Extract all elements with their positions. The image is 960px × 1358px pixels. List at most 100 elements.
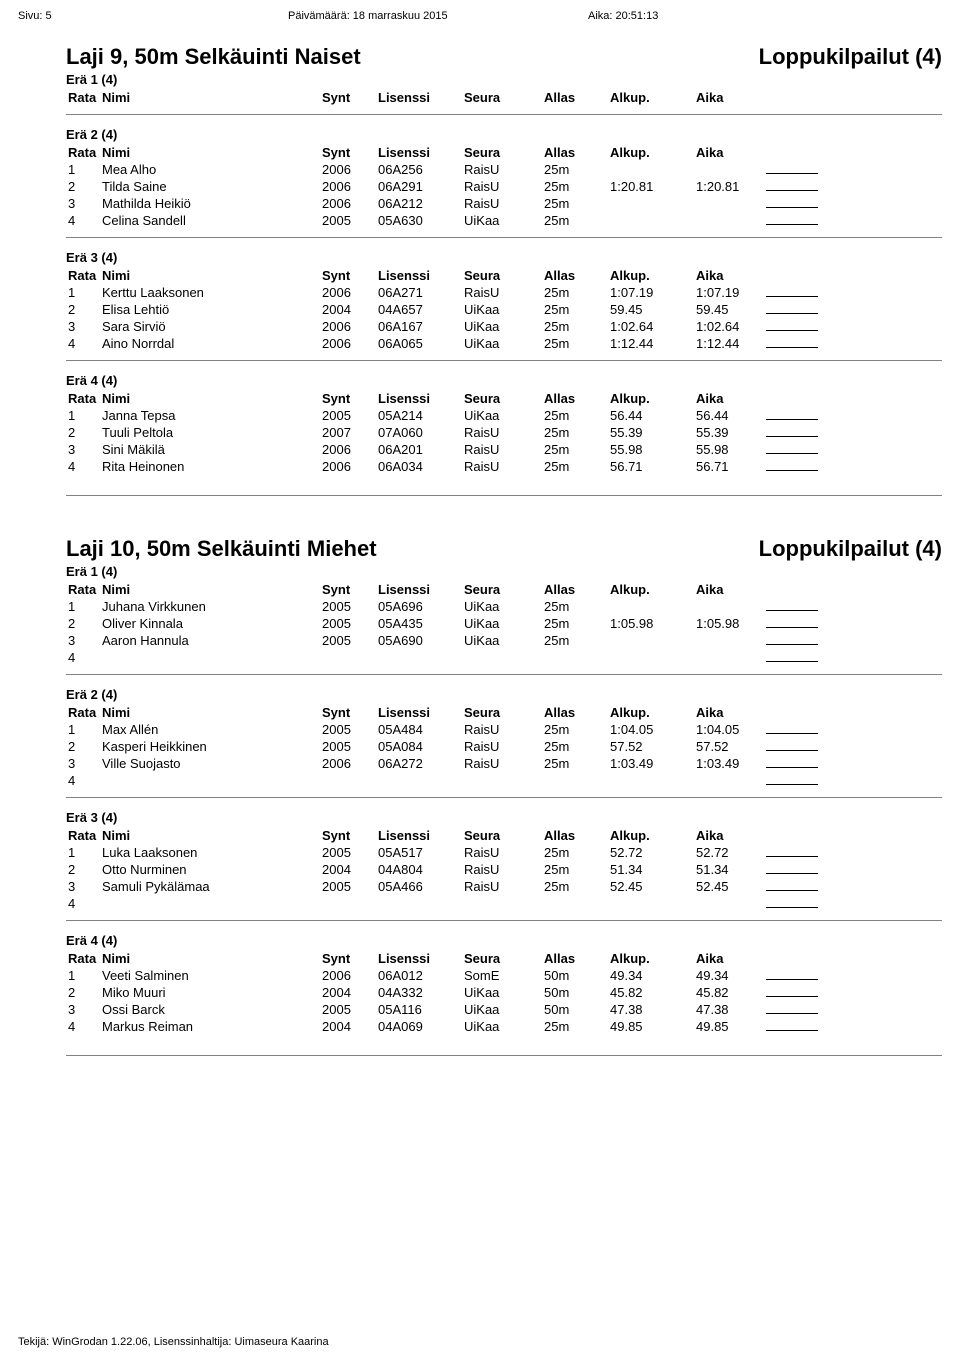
- col-year-hdr: Synt: [320, 390, 376, 407]
- cell-result-line: [764, 738, 942, 755]
- col-name-hdr: Nimi: [100, 390, 320, 407]
- table-row: 1Janna Tepsa200505A214UiKaa25m56.4456.44: [66, 407, 942, 424]
- cell-club: RaisU: [462, 195, 542, 212]
- cell-year: 2004: [320, 984, 376, 1001]
- cell-club: UiKaa: [462, 632, 542, 649]
- result-line: [766, 425, 818, 437]
- cell-pool: 25m: [542, 755, 608, 772]
- cell-result-line: [764, 178, 942, 195]
- cell-year: 2005: [320, 212, 376, 229]
- page-number: Sivu: 5: [18, 10, 288, 22]
- event-title: Laji 9, 50m Selkäuinti Naiset: [66, 44, 361, 70]
- event-title: Laji 10, 50m Selkäuinti Miehet: [66, 536, 377, 562]
- result-line: [766, 599, 818, 611]
- cell-time: 57.52: [694, 738, 764, 755]
- cell-result-line: [764, 844, 942, 861]
- col-lane-hdr: Rata: [66, 704, 100, 721]
- cell-time: 47.38: [694, 1001, 764, 1018]
- cell-result-line: [764, 284, 942, 301]
- table-row: 3Sini Mäkilä200606A201RaisU25m55.9855.98: [66, 441, 942, 458]
- cell-club: UiKaa: [462, 984, 542, 1001]
- table-row: 3Ossi Barck200505A116UiKaa50m47.3847.38: [66, 1001, 942, 1018]
- cell-time: 1:03.49: [694, 755, 764, 772]
- cell-name: [100, 895, 320, 912]
- col-lane-hdr: Rata: [66, 144, 100, 161]
- col-line-hdr: [764, 267, 942, 284]
- col-seed-hdr: Alkup.: [608, 950, 694, 967]
- results-table: RataNimiSyntLisenssiSeuraAllasAlkup.Aika…: [66, 950, 942, 1035]
- cell-lane: 1: [66, 844, 100, 861]
- result-line: [766, 845, 818, 857]
- cell-time: [694, 161, 764, 178]
- cell-year: 2005: [320, 407, 376, 424]
- cell-time: 52.45: [694, 878, 764, 895]
- col-name-hdr: Nimi: [100, 581, 320, 598]
- heat-label: Erä 2 (4): [66, 127, 942, 142]
- cell-name: Samuli Pykälämaa: [100, 878, 320, 895]
- cell-time: 49.34: [694, 967, 764, 984]
- cell-club: UiKaa: [462, 1018, 542, 1035]
- cell-license: [376, 649, 462, 666]
- col-license-hdr: Lisenssi: [376, 267, 462, 284]
- col-year-hdr: Synt: [320, 144, 376, 161]
- cell-seed: [608, 161, 694, 178]
- result-line: [766, 1002, 818, 1014]
- col-line-hdr: [764, 704, 942, 721]
- cell-seed: 1:02.64: [608, 318, 694, 335]
- cell-pool: 25m: [542, 195, 608, 212]
- cell-club: UiKaa: [462, 318, 542, 335]
- cell-name: Juhana Virkkunen: [100, 598, 320, 615]
- cell-club: RaisU: [462, 178, 542, 195]
- cell-club: UiKaa: [462, 1001, 542, 1018]
- cell-year: 2005: [320, 1001, 376, 1018]
- separator: [66, 920, 942, 921]
- cell-result-line: [764, 301, 942, 318]
- cell-year: [320, 649, 376, 666]
- cell-time: [694, 598, 764, 615]
- result-line: [766, 968, 818, 980]
- cell-club: RaisU: [462, 721, 542, 738]
- col-license-hdr: Lisenssi: [376, 704, 462, 721]
- cell-seed: 45.82: [608, 984, 694, 1001]
- col-line-hdr: [764, 89, 942, 106]
- cell-time: 1:02.64: [694, 318, 764, 335]
- table-header-row: RataNimiSyntLisenssiSeuraAllasAlkup.Aika: [66, 89, 942, 106]
- col-lane-hdr: Rata: [66, 827, 100, 844]
- table-row: 4: [66, 649, 942, 666]
- results-table: RataNimiSyntLisenssiSeuraAllasAlkup.Aika…: [66, 390, 942, 475]
- cell-club: UiKaa: [462, 212, 542, 229]
- table-header-row: RataNimiSyntLisenssiSeuraAllasAlkup.Aika: [66, 827, 942, 844]
- results-table: RataNimiSyntLisenssiSeuraAllasAlkup.Aika…: [66, 704, 942, 789]
- cell-club: UiKaa: [462, 335, 542, 352]
- cell-license: [376, 895, 462, 912]
- cell-license: [376, 772, 462, 789]
- col-time-hdr: Aika: [694, 704, 764, 721]
- col-license-hdr: Lisenssi: [376, 581, 462, 598]
- cell-club: RaisU: [462, 844, 542, 861]
- cell-year: 2006: [320, 178, 376, 195]
- cell-time: 51.34: [694, 861, 764, 878]
- cell-pool: 25m: [542, 844, 608, 861]
- col-seed-hdr: Alkup.: [608, 267, 694, 284]
- separator: [66, 237, 942, 238]
- col-pool-hdr: Allas: [542, 581, 608, 598]
- cell-name: Kasperi Heikkinen: [100, 738, 320, 755]
- cell-pool: 25m: [542, 301, 608, 318]
- col-time-hdr: Aika: [694, 581, 764, 598]
- cell-lane: 3: [66, 878, 100, 895]
- cell-lane: 2: [66, 738, 100, 755]
- table-header-row: RataNimiSyntLisenssiSeuraAllasAlkup.Aika: [66, 144, 942, 161]
- cell-time: [694, 212, 764, 229]
- table-header-row: RataNimiSyntLisenssiSeuraAllasAlkup.Aika: [66, 390, 942, 407]
- col-pool-hdr: Allas: [542, 950, 608, 967]
- table-header-row: RataNimiSyntLisenssiSeuraAllasAlkup.Aika: [66, 950, 942, 967]
- cell-name: Sara Sirviö: [100, 318, 320, 335]
- cell-pool: 25m: [542, 441, 608, 458]
- table-row: 4Aino Norrdal200606A065UiKaa25m1:12.441:…: [66, 335, 942, 352]
- cell-club: RaisU: [462, 755, 542, 772]
- cell-pool: 25m: [542, 178, 608, 195]
- cell-license: 06A271: [376, 284, 462, 301]
- cell-time: [694, 649, 764, 666]
- col-name-hdr: Nimi: [100, 827, 320, 844]
- result-line: [766, 616, 818, 628]
